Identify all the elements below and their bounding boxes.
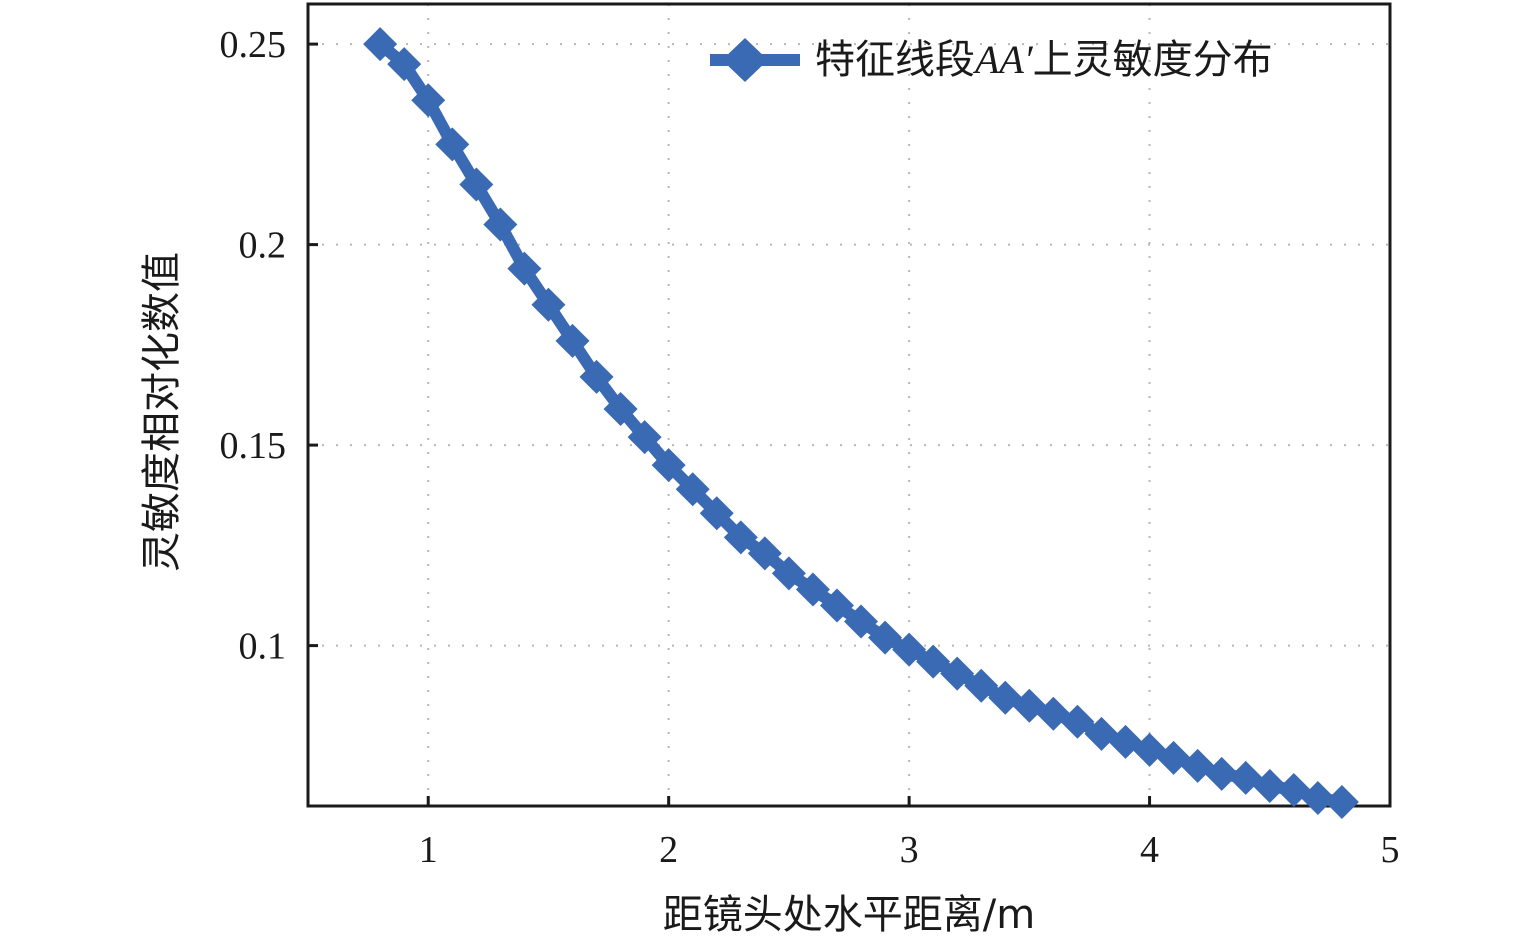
data-point-37	[1252, 768, 1287, 803]
legend-label: 特征线段AA′上灵敏度分布	[815, 37, 1273, 83]
y-tick-label-3: 0.25	[220, 24, 287, 66]
series-line-0	[376, 39, 1343, 808]
data-point-0	[363, 27, 398, 62]
data-point-1	[387, 47, 422, 82]
plot-frame	[306, 2, 1392, 808]
data-point-22	[892, 632, 927, 667]
x-tick-label-0: 1	[419, 829, 438, 871]
y-tick-label-1: 0.15	[220, 425, 287, 467]
x-tick-labels: 1 2 3 4 5	[419, 829, 1400, 871]
y-tick-label-2: 0.2	[239, 225, 287, 267]
data-point-21	[868, 620, 903, 655]
x-tick-label-4: 5	[1381, 829, 1400, 871]
data-point-35	[1204, 756, 1239, 791]
y-tick-labels: 0.1 0.15 0.2 0.25	[220, 24, 287, 668]
data-point-11	[627, 420, 662, 455]
data-point-10	[603, 392, 638, 427]
x-tick-label-2: 3	[900, 829, 919, 871]
data-point-40	[1324, 784, 1359, 819]
data-point-15	[723, 520, 758, 555]
data-point-6	[507, 251, 542, 286]
data-point-25	[964, 668, 999, 703]
grid-lines	[308, 4, 1390, 806]
data-point-13	[675, 472, 710, 507]
axis-ticks	[308, 42, 1152, 806]
data-point-3	[435, 127, 470, 162]
data-point-9	[579, 359, 614, 394]
series-layer	[363, 27, 1359, 819]
data-point-18	[795, 572, 830, 607]
x-axis-title: 距镜头处水平距离/m	[663, 892, 1035, 938]
x-tick-label-1: 2	[659, 829, 678, 871]
data-point-12	[651, 448, 686, 483]
y-axis-title: 灵敏度相对化数值	[139, 252, 185, 572]
x-tick-label-3: 4	[1140, 829, 1159, 871]
data-point-5	[483, 207, 518, 242]
data-point-24	[940, 656, 975, 691]
data-point-23	[916, 644, 951, 679]
legend-diamond-marker	[722, 38, 768, 82]
data-point-29	[1060, 704, 1095, 739]
data-point-4	[459, 167, 494, 202]
y-tick-label-0: 0.1	[239, 626, 287, 668]
data-point-17	[771, 556, 806, 591]
data-point-39	[1300, 780, 1335, 815]
data-point-16	[747, 536, 782, 571]
data-point-19	[819, 588, 854, 623]
data-point-7	[531, 287, 566, 322]
legend: 特征线段AA′上灵敏度分布	[710, 37, 1273, 83]
data-point-14	[699, 496, 734, 531]
data-point-2	[411, 83, 446, 118]
data-point-8	[555, 323, 590, 358]
data-point-20	[844, 604, 879, 639]
